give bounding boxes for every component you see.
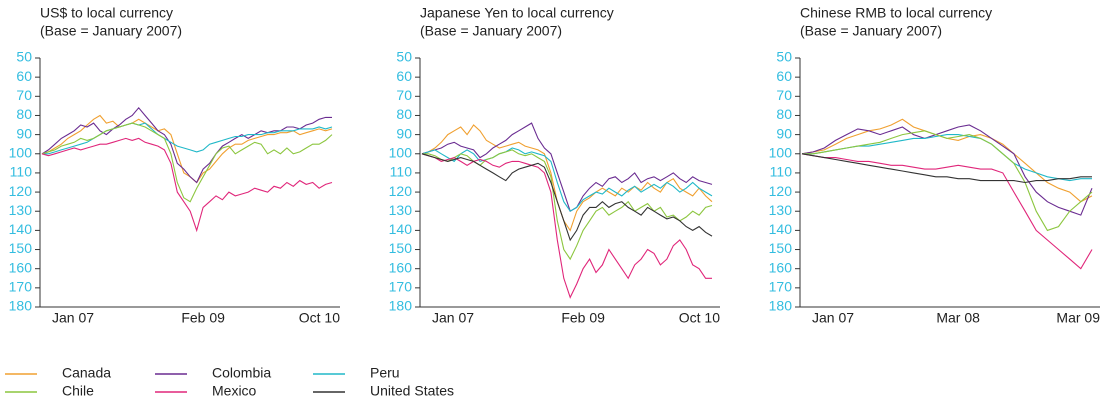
- y-tick-label: 150: [9, 240, 33, 256]
- y-tick-label: 60: [16, 68, 32, 84]
- y-tick-label: 70: [396, 87, 412, 103]
- y-tick-label: 100: [389, 144, 413, 160]
- series-line: [421, 153, 713, 242]
- chart-title: US$ to local currency: [40, 5, 173, 21]
- y-tick-label: 60: [396, 68, 412, 84]
- chart-panel: US$ to local currency (Base = January 200…: [9, 5, 341, 326]
- y-tick-label: 180: [9, 298, 33, 314]
- x-tick-label: Jan 07: [432, 310, 474, 326]
- y-tick-label: 60: [776, 68, 792, 84]
- y-tick-label: 50: [16, 49, 32, 65]
- y-tick-label: 100: [769, 144, 793, 160]
- y-tick-label: 80: [16, 106, 32, 122]
- y-tick-label: 160: [389, 259, 413, 275]
- y-tick-label: 70: [776, 87, 792, 103]
- series-line: [421, 122, 713, 213]
- y-tick-label: 50: [396, 49, 412, 65]
- series-line: [801, 153, 1093, 270]
- legend-label: Colombia: [212, 365, 271, 381]
- legend: Canada Chile Colombia Mexico Peru United Stat…: [5, 365, 454, 399]
- series-line: [41, 114, 333, 184]
- legend-label: Mexico: [212, 383, 257, 399]
- y-tick-label: 170: [769, 279, 793, 295]
- series-line: [41, 137, 333, 233]
- y-tick-label: 170: [9, 279, 33, 295]
- chart-panel: Chinese RMB to local currency (Base = Jan…: [769, 5, 1101, 326]
- chart-subtitle: (Base = January 2007): [420, 23, 562, 39]
- y-tick-label: 130: [389, 202, 413, 218]
- x-tick-label: Feb 09: [181, 310, 225, 326]
- legend-label: Canada: [62, 365, 111, 381]
- series-line: [421, 153, 712, 299]
- chart-subtitle: (Base = January 2007): [800, 23, 942, 39]
- chart-title: Japanese Yen to local currency: [420, 5, 614, 21]
- y-tick-label: 90: [16, 125, 32, 141]
- series-line: [801, 153, 1092, 184]
- chart-title: Chinese RMB to local currency: [800, 5, 992, 21]
- series-line: [801, 124, 1093, 216]
- x-tick-label: Oct 10: [299, 310, 340, 326]
- y-tick-label: 120: [769, 183, 793, 199]
- y-tick-label: 90: [396, 125, 412, 141]
- series-line: [41, 122, 333, 203]
- x-tick-label: Jan 07: [52, 310, 94, 326]
- series-line: [421, 147, 713, 212]
- y-tick-label: 180: [769, 298, 793, 314]
- y-tick-label: 140: [9, 221, 33, 237]
- y-tick-label: 150: [769, 240, 793, 256]
- y-tick-label: 160: [769, 259, 793, 275]
- y-tick-label: 130: [9, 202, 33, 218]
- y-tick-label: 110: [770, 164, 793, 180]
- series-line: [802, 130, 1093, 232]
- y-tick-label: 180: [389, 298, 413, 314]
- y-tick-label: 120: [389, 183, 413, 199]
- series-line: [422, 149, 713, 261]
- series-line: [41, 106, 332, 184]
- y-tick-label: 70: [16, 87, 32, 103]
- chart-panel: Japanese Yen to local currency (Base = Ja…: [389, 5, 721, 326]
- series-line: [421, 124, 713, 232]
- legend-label: Chile: [62, 383, 94, 399]
- legend-label: Peru: [370, 365, 400, 381]
- series-line: [802, 134, 1092, 182]
- y-tick-label: 140: [769, 221, 793, 237]
- chart-subtitle: (Base = January 2007): [40, 23, 182, 39]
- y-tick-label: 140: [389, 221, 413, 237]
- legend-label: United States: [370, 383, 454, 399]
- y-tick-label: 110: [10, 164, 33, 180]
- y-tick-label: 80: [396, 106, 412, 122]
- y-tick-label: 80: [776, 106, 792, 122]
- x-tick-label: Oct 10: [679, 310, 720, 326]
- x-tick-label: Mar 08: [936, 310, 980, 326]
- y-tick-label: 100: [9, 144, 33, 160]
- x-tick-label: Mar 09: [1056, 310, 1100, 326]
- series-line: [801, 118, 1093, 203]
- x-tick-label: Feb 09: [561, 310, 605, 326]
- y-tick-label: 90: [776, 125, 792, 141]
- y-tick-label: 120: [9, 183, 33, 199]
- y-tick-label: 130: [769, 202, 793, 218]
- series-line: [42, 122, 333, 155]
- y-tick-label: 110: [390, 164, 413, 180]
- y-tick-label: 50: [776, 49, 792, 65]
- y-tick-label: 160: [9, 259, 33, 275]
- x-tick-label: Jan 07: [812, 310, 854, 326]
- y-tick-label: 170: [389, 279, 413, 295]
- y-tick-label: 150: [389, 240, 413, 256]
